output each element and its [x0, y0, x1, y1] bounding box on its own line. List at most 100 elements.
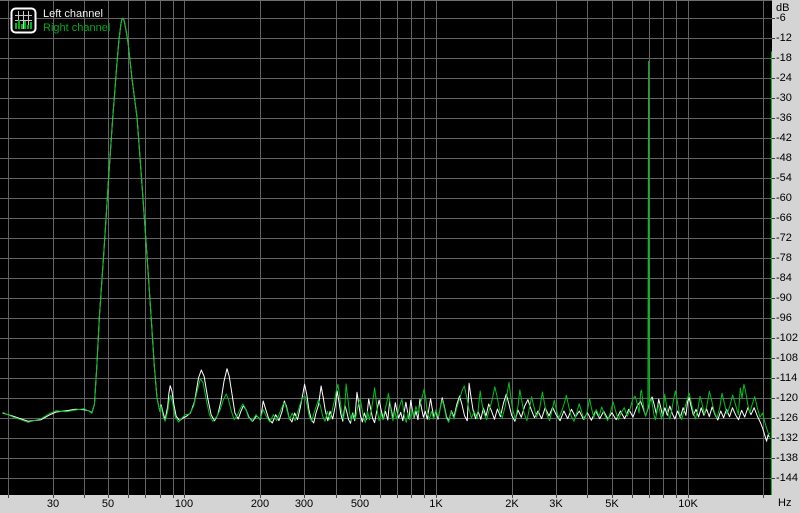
- db-tick-mark: [772, 358, 775, 359]
- db-tick-label: -102: [776, 332, 799, 344]
- db-tick-mark: [772, 418, 775, 419]
- freq-tick-label: 300: [294, 498, 314, 510]
- db-tick-mark: [772, 138, 775, 139]
- freq-tick-mark: [556, 495, 557, 498]
- db-tick-mark: [772, 438, 775, 439]
- freq-tick-mark: [128, 495, 129, 498]
- legend-right-channel-label: Right channel: [43, 22, 111, 34]
- db-tick-label: -120: [776, 392, 799, 404]
- freq-tick-label: 200: [250, 498, 270, 510]
- db-tick-mark: [772, 178, 775, 179]
- db-tick-mark: [772, 278, 775, 279]
- freq-tick-mark: [763, 495, 764, 498]
- db-tick-label: -18: [776, 52, 792, 64]
- db-tick-label: -30: [776, 92, 792, 104]
- db-tick-label: -108: [776, 352, 799, 364]
- db-tick-label: -72: [776, 232, 792, 244]
- freq-tick-mark: [260, 495, 261, 498]
- spectrum-plot-area: [0, 0, 772, 495]
- legend-left-channel-label: Left channel: [43, 8, 103, 20]
- spectrum-icon: [10, 7, 37, 34]
- db-tick-mark: [772, 58, 775, 59]
- db-tick-label: -48: [776, 152, 792, 164]
- db-tick-mark: [772, 258, 775, 259]
- freq-tick-mark: [173, 495, 174, 498]
- db-tick-mark: [772, 18, 775, 19]
- db-tick-mark: [772, 98, 775, 99]
- freq-tick-mark: [688, 495, 689, 498]
- db-axis-strip: dB Hz -6 -12 -18 -24 -30 -36 -42 -48 -54 -60 -66 -7…: [772, 0, 800, 513]
- freq-tick-label: 10K: [678, 498, 698, 510]
- freq-tick-mark: [676, 495, 677, 498]
- freq-tick-mark: [380, 495, 381, 498]
- db-tick-label: -6: [776, 12, 786, 24]
- db-tick-label: -144: [776, 472, 799, 484]
- hz-axis-unit-label: Hz: [778, 497, 792, 509]
- freq-tick-label: 500: [350, 498, 370, 510]
- freq-tick-mark: [397, 495, 398, 498]
- freq-tick-mark: [512, 495, 513, 498]
- db-tick-mark: [772, 378, 775, 379]
- db-tick-mark: [772, 338, 775, 339]
- db-tick-mark: [772, 198, 775, 199]
- freq-tick-label: 30: [46, 498, 60, 510]
- freq-tick-label: 50: [101, 498, 115, 510]
- freq-tick-mark: [649, 495, 650, 498]
- freq-tick-mark: [612, 495, 613, 498]
- freq-tick-mark: [632, 495, 633, 498]
- db-tick-label: -78: [776, 252, 792, 264]
- db-tick-label: -114: [776, 372, 798, 384]
- freq-tick-label: 5K: [605, 498, 619, 510]
- db-tick-mark: [772, 398, 775, 399]
- freq-tick-label: 2K: [505, 498, 519, 510]
- freq-tick-mark: [436, 495, 437, 498]
- db-tick-mark: [772, 218, 775, 219]
- freq-tick-mark: [360, 495, 361, 498]
- spectrum-chart: [0, 0, 772, 495]
- freq-tick-mark: [53, 495, 54, 498]
- plot-top-border: [0, 0, 772, 1]
- freq-tick-mark: [411, 495, 412, 498]
- freq-tick-mark: [8, 495, 9, 498]
- db-tick-label: -36: [776, 112, 792, 124]
- db-tick-mark: [772, 458, 775, 459]
- freq-tick-mark: [84, 495, 85, 498]
- db-tick-mark: [772, 478, 775, 479]
- freq-tick-mark: [663, 495, 664, 498]
- legend: Left channel Right channel: [10, 7, 110, 35]
- freq-tick-mark: [184, 495, 185, 498]
- freq-tick-mark: [587, 495, 588, 498]
- db-tick-label: -12: [776, 32, 792, 44]
- frequency-axis-strip: 30 50 100 200 300 500 1K 2K 3K 5K 10K: [0, 495, 772, 513]
- freq-tick-mark: [145, 495, 146, 498]
- db-tick-label: -42: [776, 132, 792, 144]
- db-tick-mark: [772, 118, 775, 119]
- freq-tick-mark: [424, 495, 425, 498]
- db-tick-label: -90: [776, 292, 792, 304]
- db-tick-label: -66: [776, 212, 792, 224]
- freq-tick-label: 3K: [549, 498, 563, 510]
- freq-tick-label: 1K: [429, 498, 443, 510]
- db-tick-mark: [772, 318, 775, 319]
- db-tick-label: -138: [776, 452, 799, 464]
- db-tick-mark: [772, 78, 775, 79]
- db-tick-label: -84: [776, 272, 792, 284]
- db-tick-mark: [772, 238, 775, 239]
- db-tick-mark: [772, 298, 775, 299]
- db-tick-label: -60: [776, 192, 792, 204]
- freq-tick-mark: [336, 495, 337, 498]
- db-tick-label: -126: [776, 412, 799, 424]
- freq-tick-mark: [108, 495, 109, 498]
- freq-tick-mark: [304, 495, 305, 498]
- db-tick-mark: [772, 38, 775, 39]
- db-tick-label: -24: [776, 72, 792, 84]
- right-channel-trace: [2, 17, 771, 436]
- left-channel-trace: [2, 17, 770, 442]
- db-tick-label: -132: [776, 432, 799, 444]
- freq-tick-mark: [160, 495, 161, 498]
- db-tick-label: -54: [776, 172, 792, 184]
- db-axis-unit-label: dB: [776, 2, 790, 14]
- db-tick-mark: [772, 158, 775, 159]
- freq-tick-label: 100: [174, 498, 194, 510]
